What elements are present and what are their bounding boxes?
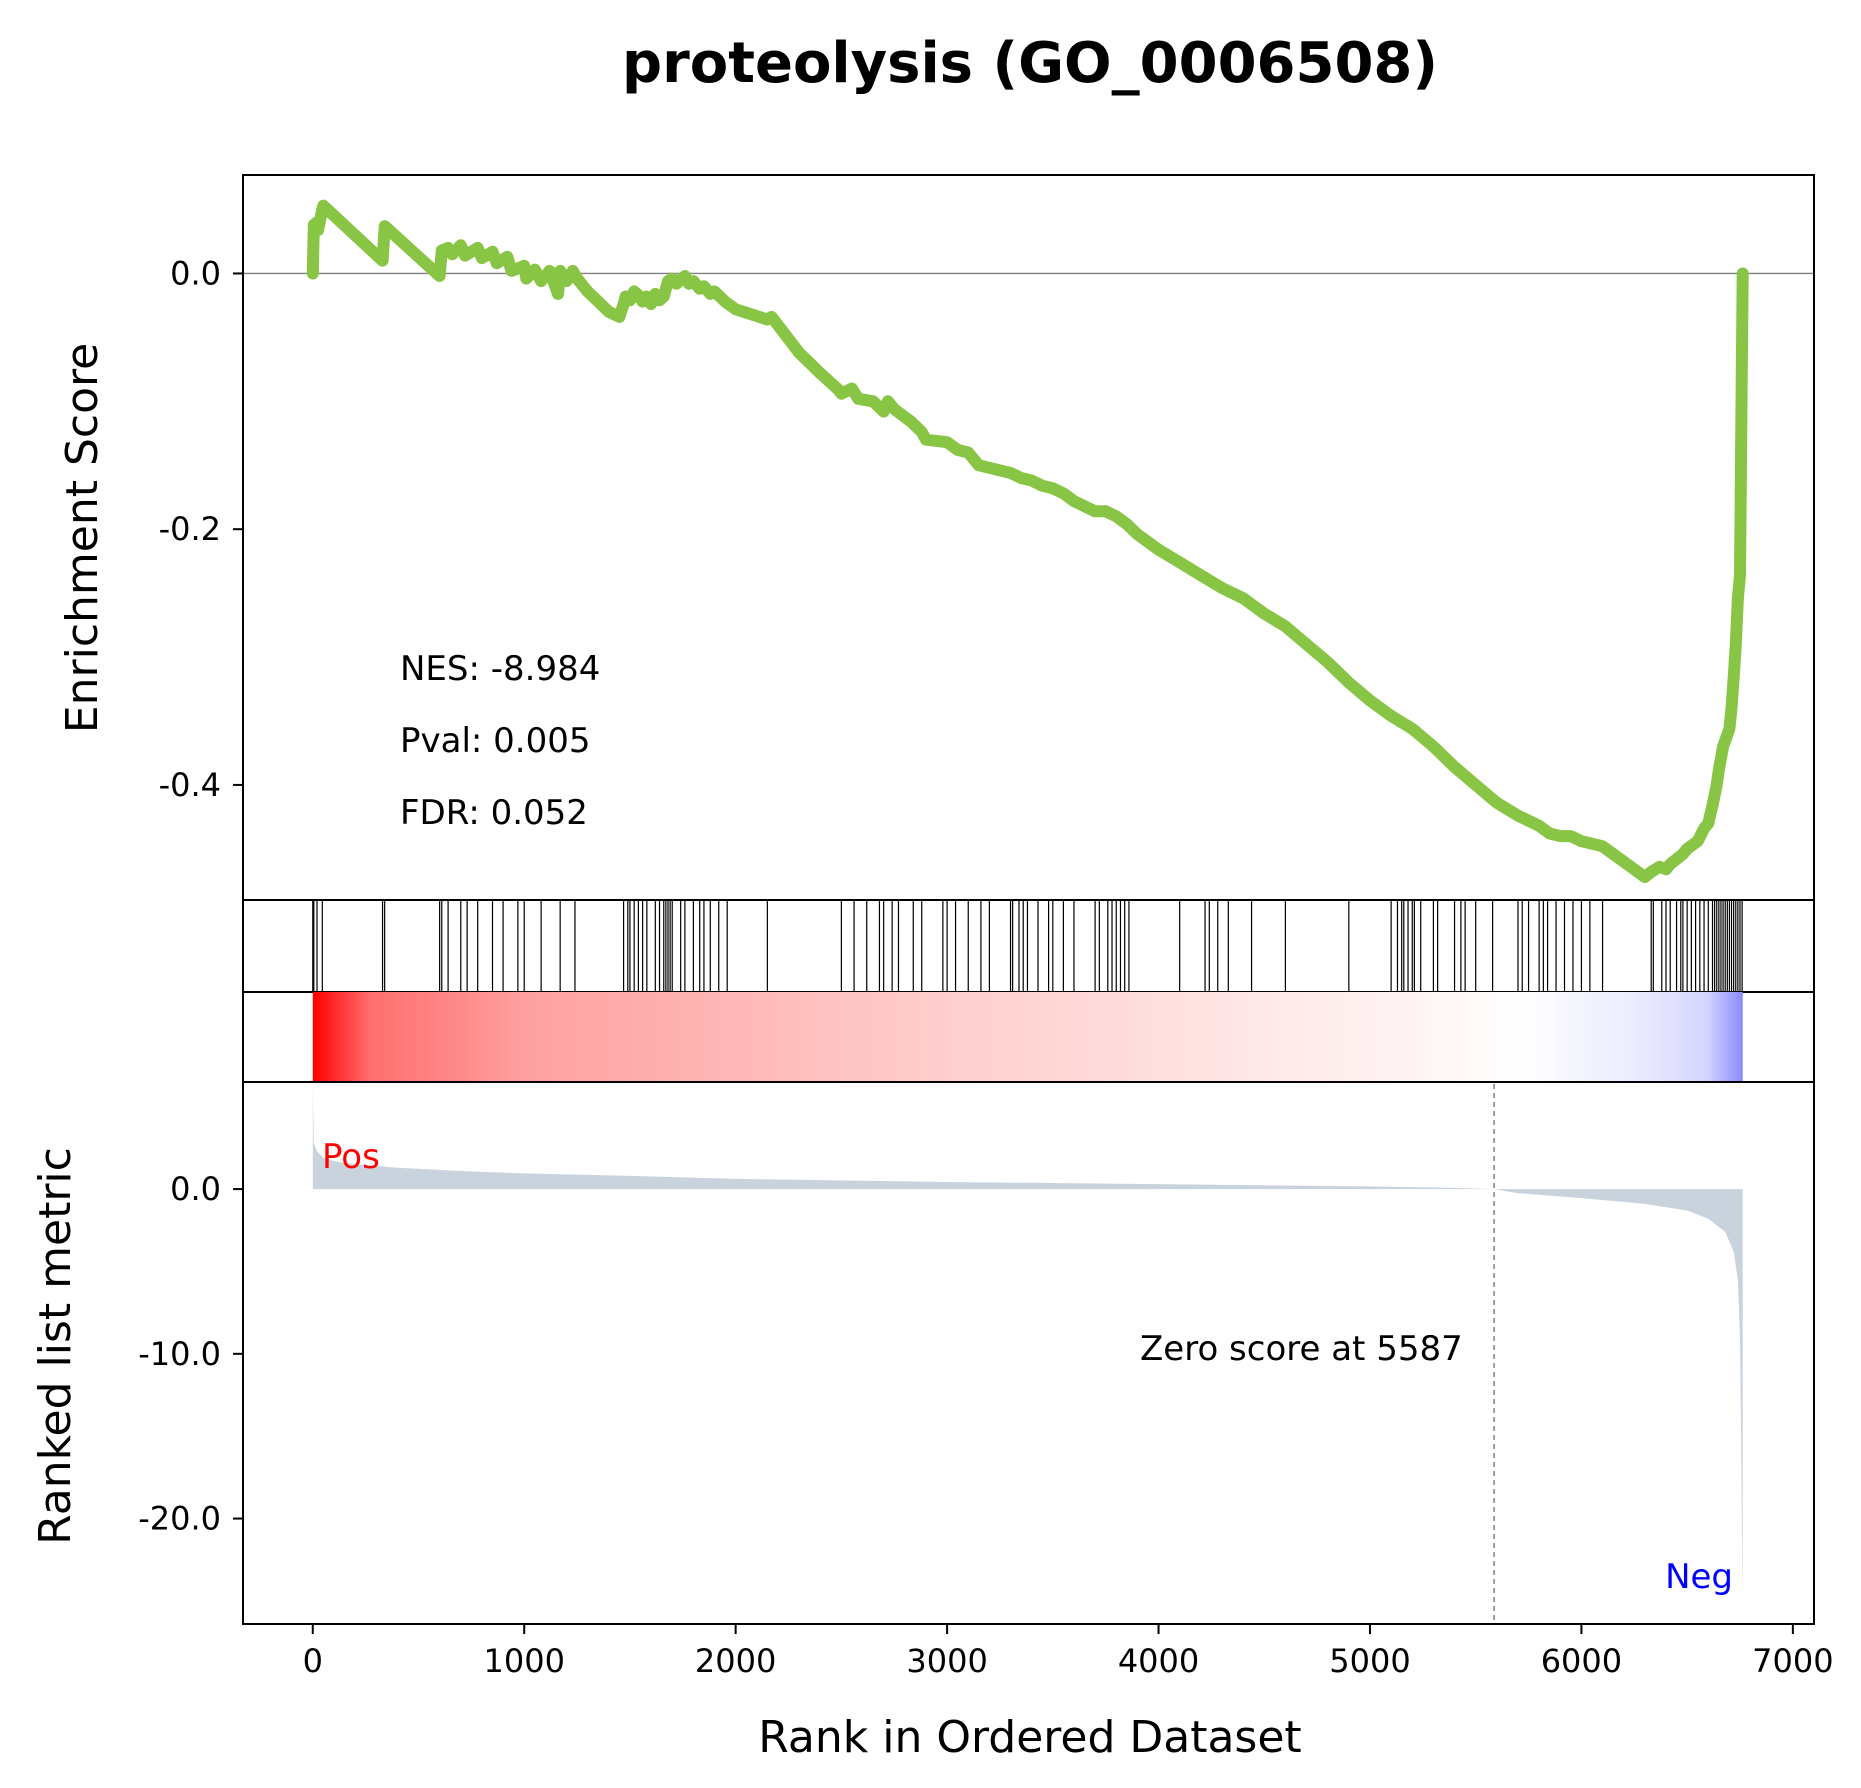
pos-label: Pos [322, 1137, 380, 1177]
es-y-tick-label: -0.4 [159, 766, 221, 804]
x-tick-label: 2000 [695, 1642, 776, 1680]
es-y-ticks: 0.0 -0.2 -0.4 [159, 254, 243, 804]
hits-panel [242, 899, 1815, 993]
x-tick-label: 3000 [906, 1642, 987, 1680]
metric-panel: 0.0 -10.0 -20.0 0 1000 2000 3000 4000 5000 6000 7… [30, 1081, 1834, 1763]
es-y-tick-label: -0.2 [159, 510, 221, 548]
metric-axes-frame [242, 1081, 1815, 1625]
x-tick-label: 6000 [1541, 1642, 1622, 1680]
rank-gradient-bar [312, 992, 1743, 1082]
pval-stat: Pval: 0.005 [400, 721, 591, 761]
nes-stat: NES: -8.984 [400, 649, 600, 689]
metric-y-ticks: 0.0 -10.0 -20.0 [138, 1170, 243, 1538]
enrichment-score-line [306, 199, 1749, 883]
metric-y-tick-label: -10.0 [138, 1335, 221, 1373]
fdr-stat: FDR: 0.052 [400, 793, 588, 833]
x-tick-label: 7000 [1752, 1642, 1833, 1680]
x-axis-label: Rank in Ordered Dataset [758, 1712, 1301, 1763]
metric-x-ticks: 0 1000 2000 3000 4000 5000 6000 7000 [303, 1624, 1834, 1680]
x-tick-label: 5000 [1329, 1642, 1410, 1680]
chart-title: proteolysis (GO_0006508) [622, 31, 1438, 96]
ranking-color-bar [242, 992, 1815, 1082]
x-tick-label: 4000 [1118, 1642, 1199, 1680]
metric-y-axis-label: Ranked list metric [30, 1147, 81, 1545]
x-tick-label: 0 [303, 1642, 323, 1680]
es-y-axis-label: Enrichment Score [57, 343, 108, 733]
metric-y-tick-label: -20.0 [138, 1500, 221, 1538]
zero-score-annotation: Zero score at 5587 [1140, 1329, 1463, 1369]
neg-label: Neg [1665, 1557, 1733, 1597]
gene-hit-lines [312, 900, 1743, 992]
metric-y-tick-label: 0.0 [170, 1170, 221, 1208]
es-y-tick-label: 0.0 [170, 254, 221, 292]
x-tick-label: 1000 [483, 1642, 564, 1680]
enrichment-panel: 0.0 -0.2 -0.4 NES: -8.984 Pval: 0.005 FDR:… [57, 174, 1815, 901]
